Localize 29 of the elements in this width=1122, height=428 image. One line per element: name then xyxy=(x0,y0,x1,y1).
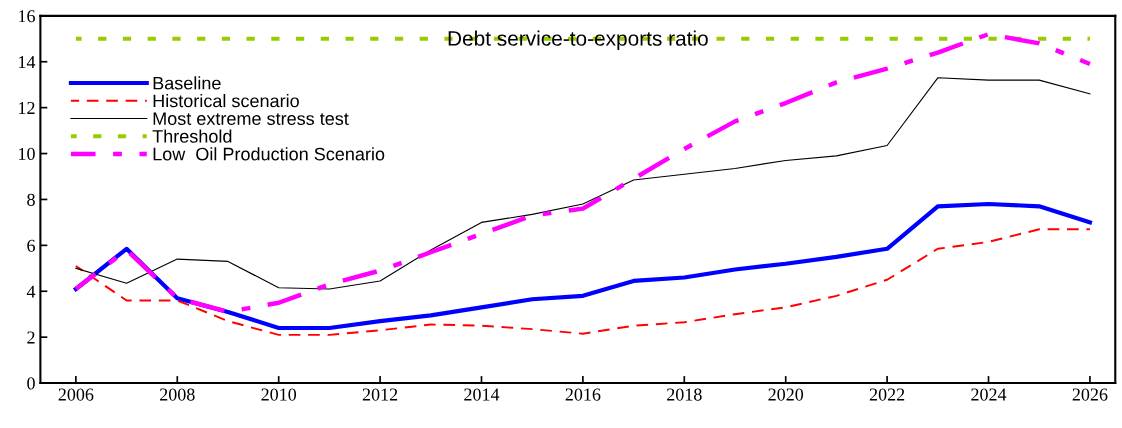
y-tick-label: 16 xyxy=(19,10,35,23)
legend-label: Threshold xyxy=(152,129,232,143)
y-tick-label: 12 xyxy=(19,101,35,114)
x-tick-label: 2018 xyxy=(667,388,702,401)
legend-label: Most extreme stress test xyxy=(153,112,349,126)
legend-label: Baseline xyxy=(153,76,221,90)
line-series xyxy=(73,31,1093,315)
y-tick-label: 8 xyxy=(27,193,35,206)
x-tick-label: 2006 xyxy=(58,388,94,401)
legend-label: Low Oil Production Scenario xyxy=(153,147,385,161)
y-tick-label: 2 xyxy=(27,331,35,344)
legend-label: Historical scenario xyxy=(153,94,299,108)
y-tick-label: 0 xyxy=(27,377,35,390)
x-tick-label: 2016 xyxy=(565,388,601,401)
line-series xyxy=(74,228,1091,336)
x-tick-label: 2010 xyxy=(261,388,297,401)
y-tick-label: 6 xyxy=(27,239,35,252)
x-tick-label: 2026 xyxy=(1072,388,1108,401)
text: Debt service-to-exports ratio xyxy=(448,30,708,50)
y-tick-label: 4 xyxy=(26,285,36,298)
x-tick-label: 2024 xyxy=(971,388,1007,401)
y-tick-label: 14 xyxy=(19,56,36,68)
x-tick-label: 2020 xyxy=(768,388,804,401)
x-tick-label: 2022 xyxy=(869,388,905,401)
x-tick-label: 2012 xyxy=(362,388,398,401)
x-tick-label: 2014 xyxy=(464,388,500,401)
x-tick-label: 2008 xyxy=(160,388,195,401)
y-tick-label: 10 xyxy=(19,147,35,160)
line-series xyxy=(75,77,1091,290)
